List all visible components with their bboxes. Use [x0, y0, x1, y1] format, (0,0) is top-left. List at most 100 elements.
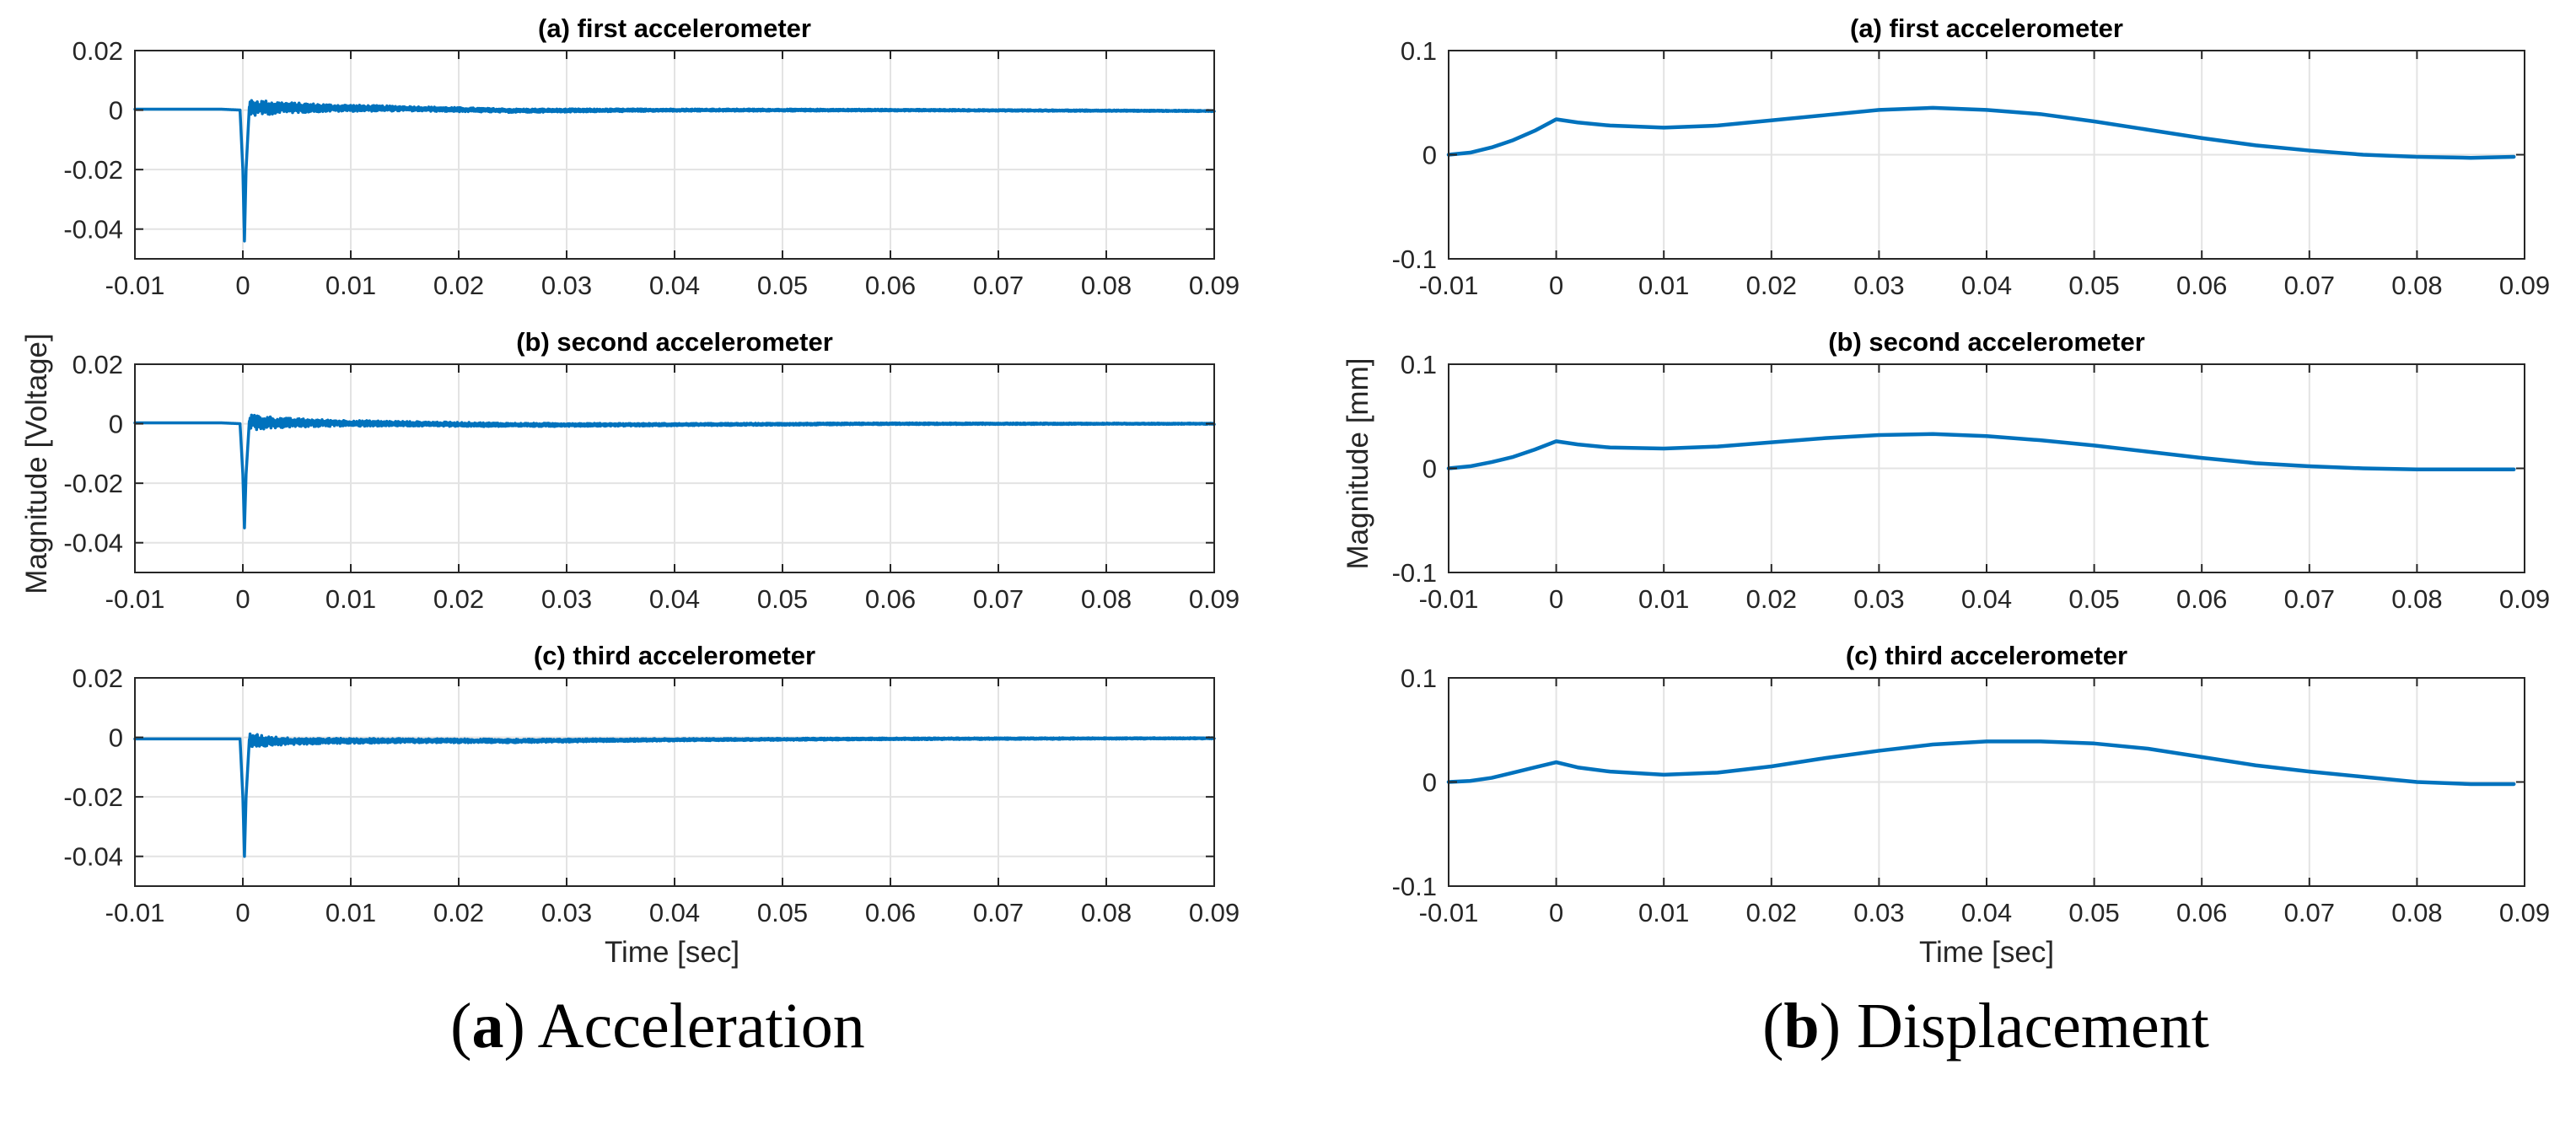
x-tick-label: 0.06 — [2176, 898, 2227, 927]
chart-6: -0.01 0 0.01 0.02 0.03 0.04 0.05 0.06 0.07 0.08 0.… — [1392, 641, 2551, 927]
x-tick-label: 0 — [1549, 898, 1563, 927]
x-tick-label: 0.02 — [433, 898, 484, 927]
x-tick-label: 0.01 — [325, 584, 376, 614]
x-tick-label: 0.03 — [1853, 898, 1904, 927]
right-y-axis-label: Magnitude [mm] — [1342, 358, 1374, 570]
caption-acceleration-label: a — [471, 991, 503, 1061]
x-tick-label: 0.03 — [1853, 271, 1904, 300]
chart-title: (c) third accelerometer — [534, 641, 815, 670]
x-tick-label: 0.04 — [649, 898, 700, 927]
series-line — [1446, 105, 2516, 160]
x-tick-label: 0.02 — [433, 584, 484, 614]
x-tick-label: -0.01 — [1419, 584, 1479, 614]
x-tick-label: 0.04 — [1961, 584, 2012, 614]
x-tick-label: 0.07 — [2284, 898, 2335, 927]
x-tick-label: 0.07 — [973, 584, 1024, 614]
x-tick-label: 0.05 — [757, 898, 808, 927]
y-tick-label: -0.02 — [63, 155, 123, 185]
series-line — [133, 99, 1216, 243]
series-line — [1446, 739, 2516, 787]
y-tick-label: 0.02 — [73, 350, 123, 379]
x-tick-label: 0.08 — [1081, 584, 1132, 614]
y-tick-label: 0 — [109, 410, 123, 439]
left-y-axis-label: Magnitude [Voltage] — [20, 333, 53, 594]
y-tick-label: 0 — [1422, 141, 1437, 170]
x-tick-label: 0.05 — [2068, 271, 2119, 300]
x-tick-label: 0.04 — [1961, 271, 2012, 300]
x-tick-label: 0.03 — [541, 898, 592, 927]
x-tick-label: 0.07 — [973, 898, 1024, 927]
y-tick-label: 0.1 — [1401, 664, 1437, 693]
y-tick-label: -0.02 — [63, 782, 123, 812]
captions: (a) Acceleration (b) Displacement — [450, 991, 2209, 1061]
y-tick-label: -0.02 — [63, 469, 123, 498]
x-tick-label: 0 — [235, 898, 250, 927]
chart-1: -0.01 0 0.01 0.02 0.03 0.04 0.05 0.06 0.07 0.08 0.… — [63, 13, 1240, 300]
y-tick-label: 0 — [109, 96, 123, 126]
y-tick-label: 0.1 — [1401, 350, 1437, 379]
x-tick-label: -0.01 — [105, 898, 165, 927]
x-tick-label: 0.05 — [757, 271, 808, 300]
y-tick-label: -0.04 — [63, 215, 123, 245]
caption-displacement-text: Displacement — [1857, 991, 2209, 1061]
x-tick-label: 0.06 — [865, 271, 916, 300]
x-tick-label: 0.04 — [649, 271, 700, 300]
x-tick-label: -0.01 — [105, 271, 165, 300]
x-tick-label: 0.02 — [1746, 898, 1797, 927]
y-tick-label: 0 — [1422, 768, 1437, 798]
x-tick-label: -0.01 — [1419, 898, 1479, 927]
x-tick-label: 0.03 — [541, 271, 592, 300]
series-line — [1446, 432, 2516, 471]
series-line — [133, 413, 1216, 529]
caption-displacement: (b) Displacement — [1762, 991, 2209, 1061]
chart-title: (c) third accelerometer — [1846, 641, 2127, 670]
x-tick-label: 0.09 — [2499, 584, 2550, 614]
chart-3: -0.01 0 0.01 0.02 0.03 0.04 0.05 0.06 0.07 0.08 0.… — [63, 641, 1240, 927]
y-tick-label: -0.04 — [63, 842, 123, 872]
x-tick-label: 0.06 — [865, 898, 916, 927]
y-tick-label: 0 — [1422, 454, 1437, 484]
caption-displacement-label: b — [1783, 991, 1819, 1061]
right-x-axis-label: Time [sec] — [1919, 936, 2054, 969]
x-tick-label: 0.05 — [2068, 584, 2119, 614]
y-tick-label: -0.1 — [1392, 872, 1437, 901]
x-tick-label: 0.03 — [1853, 584, 1904, 614]
x-tick-label: 0.01 — [1638, 898, 1689, 927]
x-tick-label: 0.02 — [1746, 584, 1797, 614]
chart-title: (a) first accelerometer — [1850, 13, 2123, 43]
x-tick-label: -0.01 — [1419, 271, 1479, 300]
y-tick-label: 0 — [109, 723, 123, 753]
left-x-axis-label: Time [sec] — [605, 936, 739, 969]
caption-acceleration: (a) Acceleration — [450, 991, 865, 1061]
x-tick-label: 0.05 — [757, 584, 808, 614]
x-tick-label: 0.03 — [541, 584, 592, 614]
x-tick-label: 0.05 — [2068, 898, 2119, 927]
x-tick-label: 0.02 — [1746, 271, 1797, 300]
x-tick-label: 0.02 — [433, 271, 484, 300]
x-tick-label: 0 — [1549, 584, 1563, 614]
x-tick-label: 0.06 — [2176, 584, 2227, 614]
x-tick-label: 0.09 — [1189, 584, 1240, 614]
chart-5: -0.01 0 0.01 0.02 0.03 0.04 0.05 0.06 0.07 0.08 0.… — [1392, 327, 2551, 614]
y-tick-label: -0.04 — [63, 529, 123, 558]
chart-2: -0.01 0 0.01 0.02 0.03 0.04 0.05 0.06 0.07 0.08 0.… — [63, 327, 1240, 614]
y-tick-label: 0.02 — [73, 36, 123, 66]
x-tick-label: 0.01 — [1638, 271, 1689, 300]
x-tick-label: 0.09 — [2499, 898, 2550, 927]
x-tick-label: 0 — [1549, 271, 1563, 300]
x-tick-label: 0.09 — [1189, 898, 1240, 927]
x-tick-label: 0.09 — [2499, 271, 2550, 300]
chart-4: -0.01 0 0.01 0.02 0.03 0.04 0.05 0.06 0.07 0.08 0.… — [1392, 13, 2551, 300]
x-tick-label: 0 — [235, 271, 250, 300]
series-line — [133, 732, 1216, 858]
plots-layer: -0.01 0 0.01 0.02 0.03 0.04 0.05 0.06 0.07 0.08 0.… — [63, 13, 2550, 927]
x-tick-label: -0.01 — [105, 584, 165, 614]
x-tick-label: 0.07 — [2284, 271, 2335, 300]
y-tick-label: -0.1 — [1392, 558, 1437, 588]
y-tick-label: 0.1 — [1401, 36, 1437, 66]
x-tick-label: 0.08 — [1081, 271, 1132, 300]
x-tick-label: 0.06 — [2176, 271, 2227, 300]
x-tick-label: 0.06 — [865, 584, 916, 614]
x-tick-label: 0.08 — [1081, 898, 1132, 927]
